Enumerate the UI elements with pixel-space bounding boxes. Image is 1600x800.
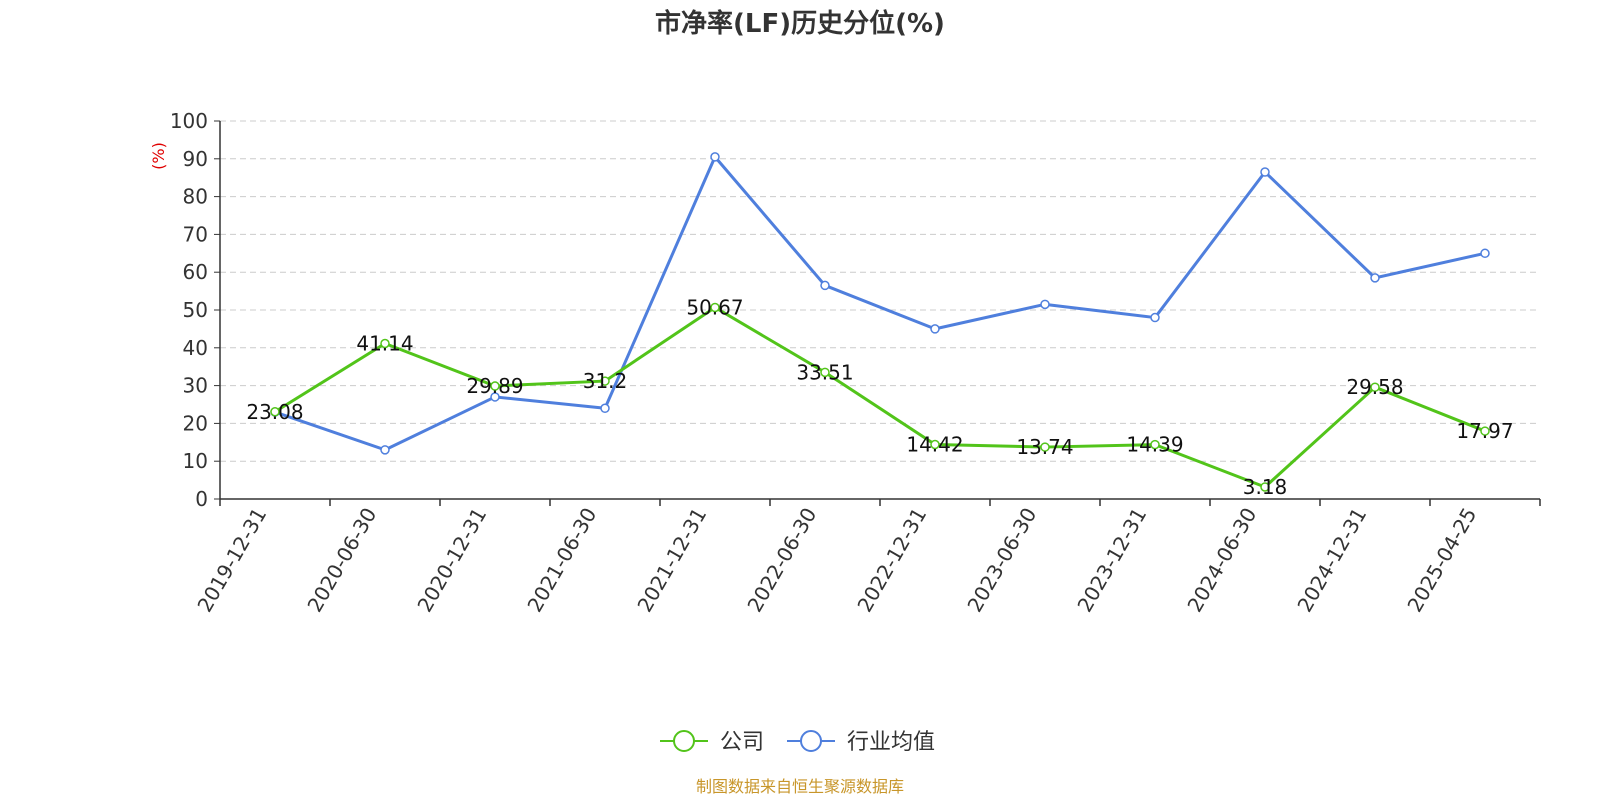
x-tick-label: 2021-12-31 <box>632 504 711 617</box>
data-point[interactable] <box>710 302 720 313</box>
x-tick-label: 2020-12-31 <box>412 504 491 617</box>
y-tick-label: 0 <box>195 487 208 511</box>
data-label: 14.39 <box>1126 433 1183 457</box>
x-tick-label: 2020-06-30 <box>302 504 381 617</box>
axes: 0 10 20 30 40 50 60 70 80 90 100 2019-12-31 2020-06-… <box>170 109 1541 617</box>
y-tick-label: 30 <box>183 374 208 398</box>
x-tick-label: 2021-06-30 <box>522 504 601 617</box>
y-tick-label: 60 <box>183 260 208 284</box>
data-point[interactable] <box>1480 426 1490 436</box>
x-tick-label: 2022-06-30 <box>742 504 821 617</box>
data-point[interactable] <box>820 280 830 291</box>
data-label: 29.58 <box>1346 375 1403 399</box>
data-point[interactable] <box>600 376 610 386</box>
x-tick-label: 2025-04-25 <box>1402 504 1481 617</box>
data-point[interactable] <box>1370 382 1380 392</box>
y-tick-label: 10 <box>183 449 208 473</box>
x-tick-label: 2023-12-31 <box>1072 504 1151 617</box>
y-tick-label: 90 <box>183 147 208 171</box>
x-tick-label: 2019-12-31 <box>192 504 271 617</box>
data-label: 29.89 <box>466 374 523 398</box>
data-point[interactable] <box>1260 482 1270 492</box>
x-tick-label: 2023-06-30 <box>962 504 1041 617</box>
y-tick-label: 40 <box>183 336 208 360</box>
data-point[interactable] <box>1040 442 1050 452</box>
data-point[interactable] <box>1150 312 1160 323</box>
x-tick-label: 2024-12-31 <box>1292 504 1371 617</box>
data-point[interactable] <box>600 403 610 414</box>
data-label: 3.18 <box>1243 475 1288 499</box>
legend-marker <box>800 730 822 752</box>
data-point[interactable] <box>710 152 720 162</box>
data-label: 33.51 <box>796 360 853 384</box>
data-label: 17.97 <box>1456 419 1513 443</box>
source-note: 制图数据来自恒生聚源数据库 <box>696 777 904 796</box>
data-point[interactable] <box>820 367 830 378</box>
legend[interactable]: 公司 行业均值 <box>660 730 935 755</box>
data-label: 31.2 <box>583 369 628 393</box>
data-point[interactable] <box>930 439 940 450</box>
legend-item-company[interactable]: 公司 <box>660 730 764 755</box>
data-point[interactable] <box>490 392 500 402</box>
data-label: 14.42 <box>906 432 963 456</box>
data-point[interactable] <box>930 324 940 334</box>
y-tick-label: 80 <box>183 185 208 209</box>
data-label: 23.08 <box>246 400 303 424</box>
legend-marker <box>673 730 695 752</box>
series-line <box>274 305 1486 489</box>
data-point[interactable] <box>1370 273 1380 283</box>
data-point[interactable] <box>490 381 500 391</box>
series-company <box>270 302 1490 492</box>
data-point[interactable] <box>1040 299 1050 310</box>
legend-label: 公司 <box>720 730 764 755</box>
chart-title: 市净率(LF)历史分位(%) <box>655 8 945 39</box>
data-point[interactable] <box>1150 439 1160 450</box>
legend-item-industry-average[interactable]: 行业均值 <box>787 730 935 755</box>
y-tick-label: 100 <box>170 109 208 133</box>
data-labels: 23.08 41.14 29.89 31.2 50.67 33.51 14.42 13.74 1… <box>246 295 1513 499</box>
x-tick-label: 2024-06-30 <box>1182 504 1261 617</box>
data-point[interactable] <box>270 407 280 417</box>
series-lines <box>270 152 1490 492</box>
data-point[interactable] <box>1480 248 1490 259</box>
y-axis-label: (%) <box>149 142 168 170</box>
data-label: 13.74 <box>1016 435 1073 459</box>
data-point[interactable] <box>380 445 390 455</box>
data-point[interactable] <box>380 338 390 349</box>
series-line <box>274 155 1486 452</box>
data-label: 41.14 <box>356 331 413 355</box>
data-label: 50.67 <box>686 295 743 319</box>
y-tick-label: 70 <box>183 222 208 246</box>
legend-label: 行业均值 <box>847 730 935 755</box>
y-tick-label: 20 <box>183 411 208 435</box>
x-tick-label: 2022-12-31 <box>852 504 931 617</box>
y-tick-label: 50 <box>183 298 208 322</box>
data-point[interactable] <box>1260 167 1270 177</box>
